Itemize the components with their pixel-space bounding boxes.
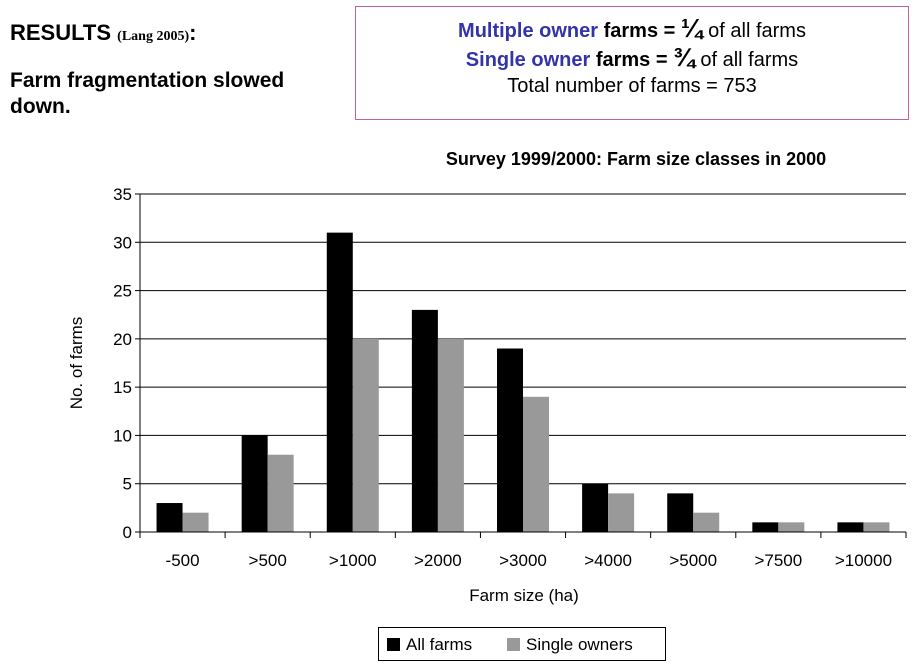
summary-box: Multiple owner farms = ¼ of all farms Si… — [355, 6, 909, 120]
bar-single-owners — [437, 338, 464, 532]
chart-legend: All farms Single owners — [378, 627, 666, 661]
legend-item-single-owners: Single owners — [507, 635, 633, 655]
bar-all-farms — [241, 435, 268, 532]
x-tick-label: >1000 — [329, 551, 377, 570]
bar-single-owners — [352, 338, 379, 532]
legend-item-all-farms: All farms — [387, 635, 472, 655]
x-tick-label: >7500 — [754, 551, 802, 570]
x-tick-label: >500 — [249, 551, 287, 570]
slide-subheading: Farm fragmentation slowed down. — [10, 69, 285, 118]
bar-single-owners — [693, 512, 720, 532]
x-tick-label: >10000 — [835, 551, 892, 570]
y-tick-label: 30 — [113, 233, 132, 252]
bar-single-owners — [778, 522, 805, 532]
chart-title: Survey 1999/2000: Farm size classes in 2… — [446, 149, 826, 169]
bar-chart: Survey 1999/2000: Farm size classes in 2… — [67, 149, 907, 605]
y-tick-label: 10 — [113, 426, 132, 445]
x-tick-label: >4000 — [584, 551, 632, 570]
bar-all-farms — [156, 503, 183, 532]
multiple-owner-label: Multiple owner — [458, 20, 599, 42]
bar-all-farms — [837, 522, 864, 532]
fraction-quarter: ¼ — [680, 13, 703, 43]
y-tick-label: 35 — [113, 185, 132, 204]
axes — [135, 193, 907, 538]
bar-all-farms — [497, 348, 523, 532]
legend-label-all-farms: All farms — [406, 635, 473, 654]
legend-swatch-all-farms — [387, 638, 400, 651]
summary-line-single: Single owner farms = ¾ of all farms — [356, 44, 908, 73]
farms-word: farms — [595, 49, 651, 71]
heading-colon: : — [189, 20, 197, 45]
bar-single-owners — [608, 493, 635, 532]
bars — [156, 232, 890, 532]
equals-sign: = — [655, 49, 668, 71]
of-all-farms: of all farms — [708, 20, 806, 42]
x-tick-label: >2000 — [414, 551, 462, 570]
y-axis-label: No. of farms — [67, 317, 86, 410]
x-tick-label: >5000 — [669, 551, 717, 570]
y-tick-label: 20 — [113, 330, 132, 349]
equals-sign: = — [663, 20, 676, 42]
fraction-three-quarters: ¾ — [673, 42, 695, 72]
legend-swatch-single-owners — [507, 638, 520, 651]
of-all-farms: of all farms — [700, 49, 799, 71]
bar-single-owners — [863, 522, 890, 532]
summary-line-total: Total number of farms = 753 — [507, 75, 757, 97]
y-tick-label: 15 — [113, 378, 132, 397]
farms-word: farms — [603, 20, 659, 42]
y-tick-label: 25 — [113, 282, 132, 301]
slide-heading: RESULTS (Lang 2005): — [10, 20, 196, 46]
x-axis-label: Farm size (ha) — [469, 586, 579, 605]
x-tick-labels: -500 >500 >1000 >2000 >3000 >4000 >5000 >7500 >1… — [166, 551, 893, 570]
x-tick-label: >3000 — [499, 551, 547, 570]
heading-citation: (Lang 2005) — [117, 29, 190, 44]
bar-all-farms — [326, 232, 353, 532]
bar-all-farms — [411, 309, 438, 532]
summary-line-multiple: Multiple owner farms = ¼ of all farms — [356, 15, 908, 44]
single-owner-label: Single owner — [465, 49, 591, 71]
bar-all-farms — [582, 483, 609, 532]
bar-all-farms — [667, 493, 694, 532]
bar-single-owners — [267, 454, 294, 532]
bar-single-owners — [523, 396, 549, 532]
legend-label-single-owners: Single owners — [526, 635, 633, 654]
bar-all-farms — [752, 522, 779, 532]
heading-title: RESULTS — [10, 20, 112, 45]
y-tick-labels: 0 5 10 15 20 25 30 35 — [113, 185, 132, 542]
y-tick-label: 0 — [123, 523, 132, 542]
bar-single-owners — [182, 512, 209, 532]
x-tick-label: -500 — [166, 551, 200, 570]
y-tick-label: 5 — [123, 475, 132, 494]
